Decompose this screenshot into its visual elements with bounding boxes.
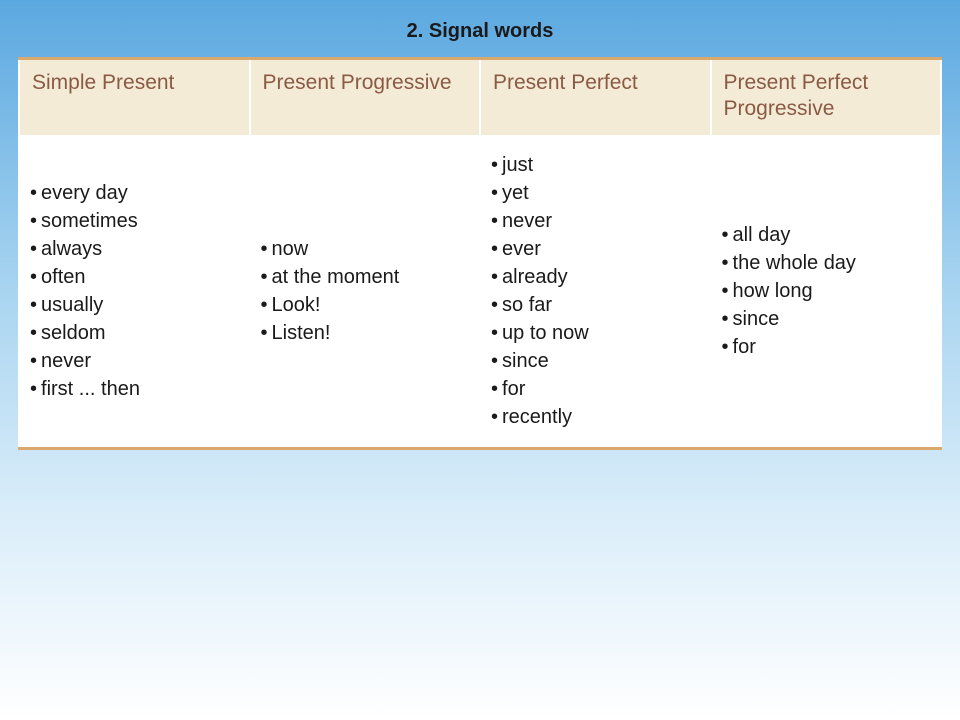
list-item: Listen! xyxy=(261,319,470,347)
signal-list: nowat the momentLook!Listen! xyxy=(261,235,470,347)
signal-list: every daysometimesalwaysoftenusuallyseld… xyxy=(30,179,239,403)
table-row: every daysometimesalwaysoftenusuallyseld… xyxy=(19,136,941,449)
table-header: Simple PresentPresent ProgressivePresent… xyxy=(19,59,941,136)
list-item: Look! xyxy=(261,291,470,319)
list-item: usually xyxy=(30,291,239,319)
table-cell: every daysometimesalwaysoftenusuallyseld… xyxy=(19,136,250,449)
list-item: now xyxy=(261,235,470,263)
list-item: all day xyxy=(722,221,931,249)
column-header: Present Progressive xyxy=(250,59,481,136)
list-item: at the moment xyxy=(261,263,470,291)
signal-words-table: Simple PresentPresent ProgressivePresent… xyxy=(18,57,942,450)
table-cell: nowat the momentLook!Listen! xyxy=(250,136,481,449)
list-item: just xyxy=(491,151,700,179)
list-item: every day xyxy=(30,179,239,207)
list-item: yet xyxy=(491,179,700,207)
signal-list: justyetnevereveralreadyso farup to nowsi… xyxy=(491,151,700,431)
column-header: Simple Present xyxy=(19,59,250,136)
list-item: since xyxy=(722,305,931,333)
list-item: first ... then xyxy=(30,375,239,403)
list-item: for xyxy=(722,333,931,361)
list-item: never xyxy=(30,347,239,375)
signal-list: all daythe whole dayhow longsincefor xyxy=(722,221,931,361)
list-item: since xyxy=(491,347,700,375)
list-item: how long xyxy=(722,277,931,305)
slide: 2. Signal words Simple PresentPresent Pr… xyxy=(0,0,960,450)
list-item: so far xyxy=(491,291,700,319)
list-item: often xyxy=(30,263,239,291)
table-cell: all daythe whole dayhow longsincefor xyxy=(711,136,942,449)
column-header: Present Perfect xyxy=(480,59,711,136)
list-item: never xyxy=(491,207,700,235)
column-header: Present Perfect Progressive xyxy=(711,59,942,136)
slide-title: 2. Signal words xyxy=(18,20,942,43)
list-item: for xyxy=(491,375,700,403)
list-item: always xyxy=(30,235,239,263)
list-item: sometimes xyxy=(30,207,239,235)
list-item: seldom xyxy=(30,319,239,347)
list-item: already xyxy=(491,263,700,291)
list-item: ever xyxy=(491,235,700,263)
list-item: the whole day xyxy=(722,249,931,277)
list-item: recently xyxy=(491,403,700,431)
table-cell: justyetnevereveralreadyso farup to nowsi… xyxy=(480,136,711,449)
list-item: up to now xyxy=(491,319,700,347)
table-body: every daysometimesalwaysoftenusuallyseld… xyxy=(19,136,941,449)
